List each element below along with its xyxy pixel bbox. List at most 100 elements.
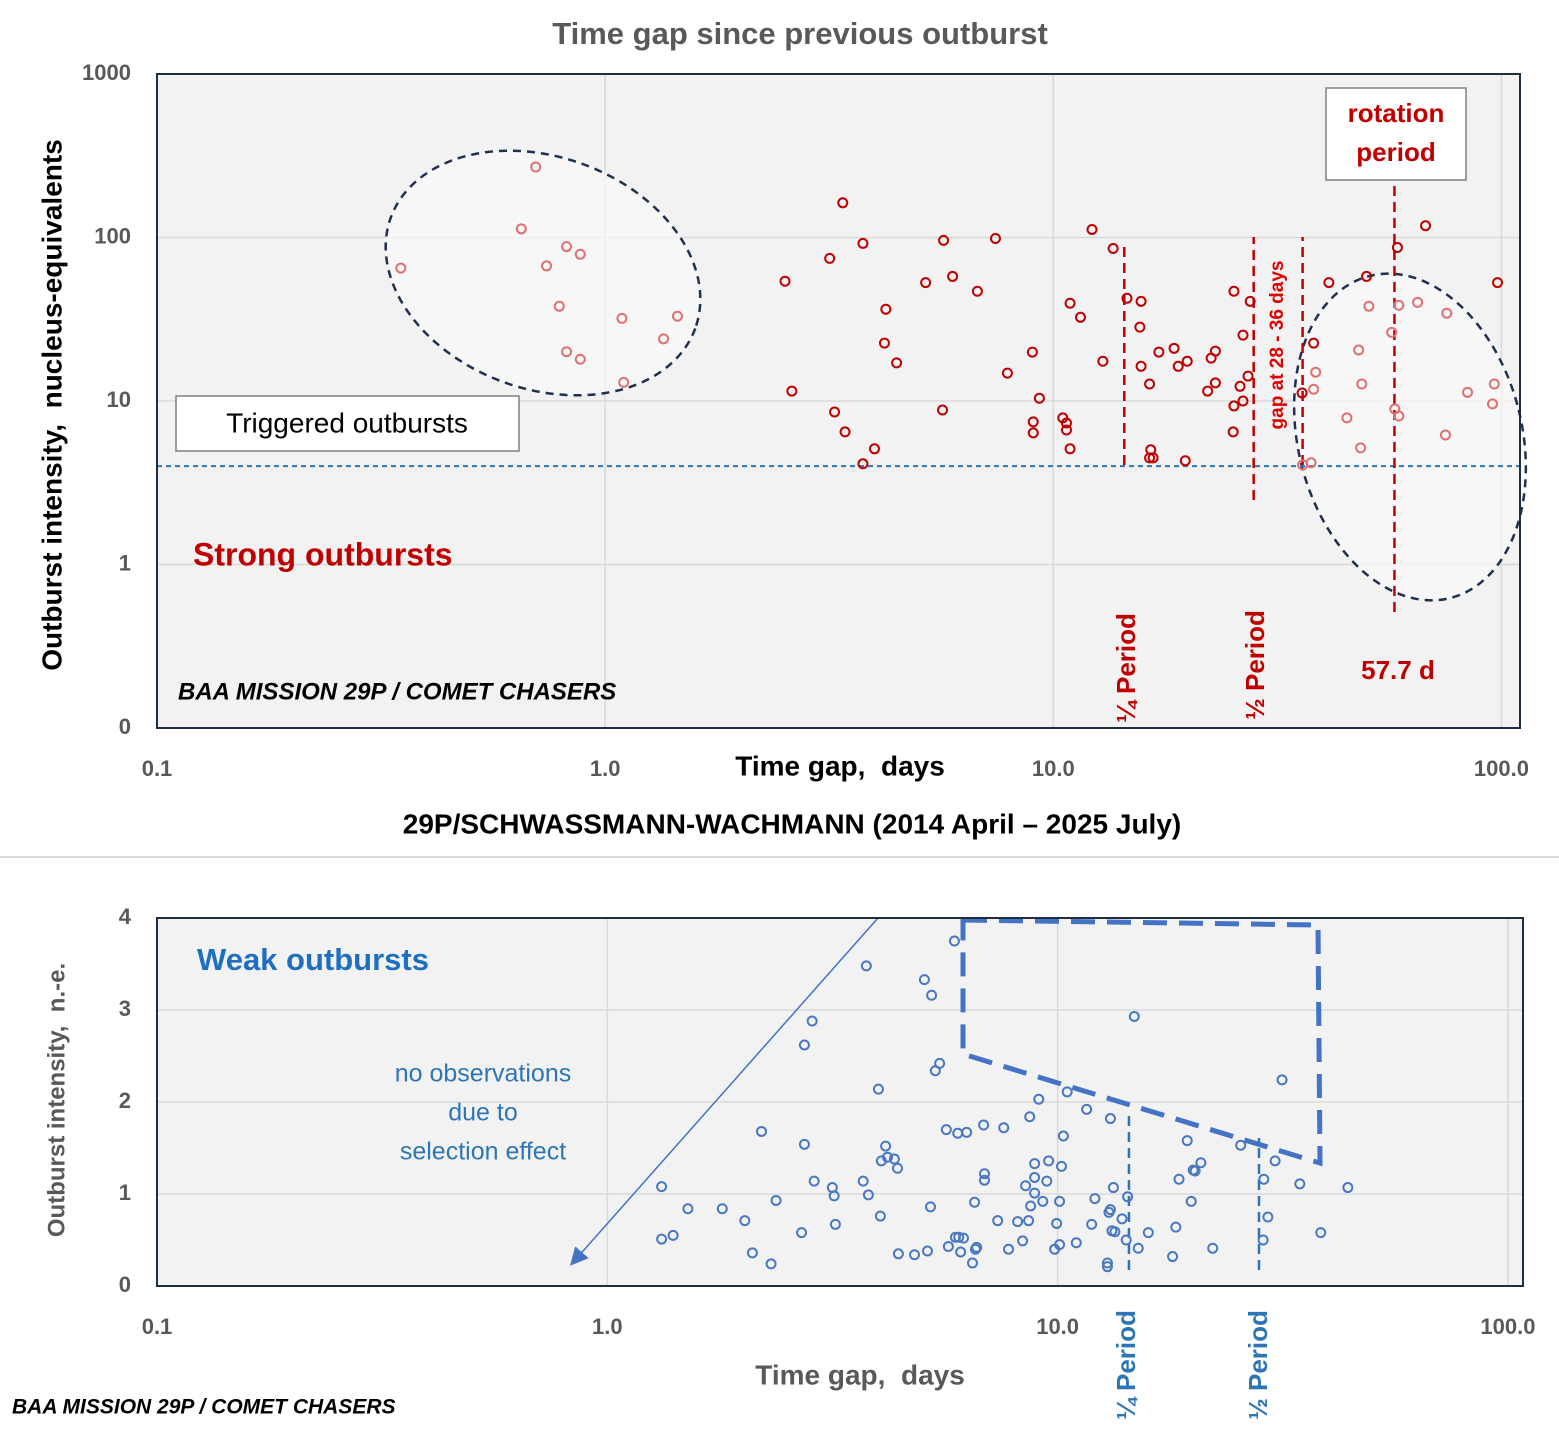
data-point <box>1310 366 1322 378</box>
data-point <box>1128 1010 1140 1022</box>
data-point <box>862 1189 874 1201</box>
data-point <box>1412 296 1424 308</box>
data-point <box>1060 417 1072 429</box>
data-point <box>934 1057 946 1069</box>
data-point <box>978 1174 990 1186</box>
data-point <box>1097 355 1109 367</box>
data-point <box>908 1249 920 1261</box>
annotation: 57.7 d <box>1361 655 1435 685</box>
data-point <box>1134 321 1146 333</box>
data-point <box>892 1248 904 1260</box>
data-point <box>1179 455 1191 467</box>
data-point <box>892 1162 904 1174</box>
annotation: ¼ Period <box>1111 613 1141 723</box>
data-point <box>1153 346 1165 358</box>
data-point <box>874 1210 886 1222</box>
data-point <box>872 1083 884 1095</box>
data-point <box>1017 1235 1029 1247</box>
data-point <box>829 406 841 418</box>
data-point <box>1135 360 1147 372</box>
data-point <box>1237 329 1249 341</box>
data-point <box>1462 386 1474 398</box>
data-point <box>1070 1237 1082 1249</box>
data-point <box>1294 1178 1306 1190</box>
data-point <box>942 1240 954 1252</box>
x-axis-label: Time gap, days <box>735 750 945 781</box>
data-point <box>1305 457 1317 469</box>
data-point <box>860 960 872 972</box>
y-tick-label: 1 <box>119 550 131 575</box>
y-tick-label: 1 <box>119 1180 131 1205</box>
data-point <box>1202 385 1214 397</box>
data-point <box>1054 1239 1066 1251</box>
data-point <box>947 270 959 282</box>
selection-arrow <box>570 917 879 1266</box>
annotation: ½ Period <box>1240 610 1270 720</box>
data-point <box>1296 387 1308 399</box>
data-point <box>920 277 932 289</box>
data-point <box>1185 1195 1197 1207</box>
data-point <box>1051 1217 1063 1229</box>
data-point <box>989 233 1001 245</box>
data-point <box>1276 1074 1288 1086</box>
data-point <box>1262 1211 1274 1223</box>
data-point <box>1033 1093 1045 1105</box>
data-point <box>1244 295 1256 307</box>
data-point <box>857 1175 869 1187</box>
data-point <box>1315 1227 1327 1239</box>
data-point <box>658 333 670 345</box>
y-tick-label: 2 <box>119 1088 131 1113</box>
data-point <box>808 1175 820 1187</box>
x-tick-label: 1.0 <box>590 756 621 781</box>
data-point <box>948 935 960 947</box>
data-point <box>739 1215 751 1227</box>
data-point <box>786 385 798 397</box>
data-point <box>616 312 628 324</box>
data-point <box>1207 1242 1219 1254</box>
annotation: Strong outbursts <box>193 536 453 572</box>
label-box <box>175 395 520 452</box>
data-point <box>561 346 573 358</box>
data-point <box>1086 1218 1098 1230</box>
data-point <box>667 1229 679 1241</box>
data-point <box>656 1181 668 1193</box>
marks-group <box>656 935 1354 1273</box>
data-point <box>541 260 553 272</box>
data-point <box>880 303 892 315</box>
data-point <box>828 1190 840 1202</box>
data-point <box>1308 337 1320 349</box>
data-point <box>921 1245 933 1257</box>
data-point <box>857 237 869 249</box>
data-point <box>1189 1165 1201 1177</box>
data-point <box>1027 416 1039 428</box>
data-point <box>806 1015 818 1027</box>
selection-region <box>960 917 1323 1167</box>
data-point <box>1121 292 1133 304</box>
marks-group <box>157 161 1520 612</box>
data-point <box>1107 242 1119 254</box>
data-point <box>1441 307 1453 319</box>
data-point <box>992 1215 1004 1227</box>
data-point <box>1020 1180 1032 1192</box>
annotation: due to <box>448 1099 518 1127</box>
data-point <box>1420 220 1432 232</box>
data-point <box>1269 1155 1281 1167</box>
data-point <box>1237 395 1249 407</box>
data-point <box>891 357 903 369</box>
data-point <box>971 1241 983 1253</box>
data-point <box>798 1039 810 1051</box>
data-point <box>1056 1160 1068 1172</box>
data-point <box>918 974 930 986</box>
data-point <box>682 1203 694 1215</box>
data-point <box>1122 1191 1134 1203</box>
x-tick-label: 1.0 <box>592 1314 623 1339</box>
data-point <box>969 1196 981 1208</box>
data-point <box>574 353 586 365</box>
y-tick-label: 1000 <box>82 60 131 85</box>
data-point <box>1089 1193 1101 1205</box>
data-point <box>756 1125 768 1137</box>
y-tick-label: 0 <box>119 714 131 739</box>
data-point <box>880 1140 892 1152</box>
data-point <box>798 1138 810 1150</box>
